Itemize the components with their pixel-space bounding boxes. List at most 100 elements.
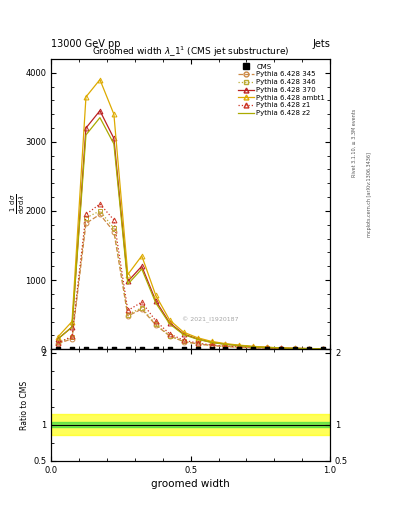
Point	[83, 345, 89, 353]
Pythia 6.428 370	[167, 320, 172, 326]
Pythia 6.428 z2	[293, 345, 298, 351]
Pythia 6.428 ambt1	[70, 318, 74, 325]
Pythia 6.428 z2	[237, 343, 242, 349]
Pythia 6.428 345	[279, 346, 284, 352]
Pythia 6.428 346	[307, 346, 312, 352]
Pythia 6.428 345	[140, 306, 144, 312]
Pythia 6.428 345	[153, 322, 158, 328]
Pythia 6.428 z1	[112, 217, 116, 223]
Pythia 6.428 346	[251, 345, 256, 351]
Pythia 6.428 z2	[167, 321, 172, 327]
Point	[55, 345, 61, 353]
Pythia 6.428 ambt1	[140, 253, 144, 259]
Text: © 2021_I1920187: © 2021_I1920187	[182, 317, 239, 323]
Pythia 6.428 345	[70, 336, 74, 342]
Pythia 6.428 345	[167, 333, 172, 339]
Pythia 6.428 345	[97, 211, 102, 218]
Pythia 6.428 346	[70, 334, 74, 340]
Pythia 6.428 z1	[153, 318, 158, 324]
Pythia 6.428 z1	[125, 307, 130, 313]
Pythia 6.428 346	[195, 341, 200, 347]
Pythia 6.428 ambt1	[153, 292, 158, 298]
Pythia 6.428 ambt1	[251, 344, 256, 350]
Pythia 6.428 370	[97, 108, 102, 114]
Pythia 6.428 370	[307, 346, 312, 352]
Pythia 6.428 z2	[181, 332, 186, 338]
Pythia 6.428 345	[195, 341, 200, 347]
Pythia 6.428 370	[237, 343, 242, 349]
Pythia 6.428 z1	[56, 340, 61, 346]
Pythia 6.428 ambt1	[125, 271, 130, 278]
Pythia 6.428 z2	[56, 336, 61, 342]
Title: Groomed width $\lambda\_1^1$ (CMS jet substructure): Groomed width $\lambda\_1^1$ (CMS jet su…	[92, 45, 289, 59]
Pythia 6.428 346	[265, 345, 270, 351]
Pythia 6.428 346	[153, 321, 158, 327]
Text: Jets: Jets	[312, 38, 330, 49]
Pythia 6.428 370	[251, 344, 256, 350]
Pythia 6.428 ambt1	[97, 76, 102, 82]
Pythia 6.428 z1	[181, 337, 186, 343]
Pythia 6.428 345	[293, 346, 298, 352]
Pythia 6.428 z1	[195, 340, 200, 346]
Pythia 6.428 z2	[307, 346, 312, 352]
Pythia 6.428 346	[140, 305, 144, 311]
Pythia 6.428 z1	[265, 345, 270, 351]
Line: Pythia 6.428 346: Pythia 6.428 346	[56, 208, 325, 351]
Line: Pythia 6.428 ambt1: Pythia 6.428 ambt1	[56, 77, 325, 351]
Pythia 6.428 z2	[195, 336, 200, 343]
Pythia 6.428 z2	[223, 342, 228, 348]
Bar	[51, 422, 330, 428]
Pythia 6.428 345	[251, 345, 256, 351]
Pythia 6.428 370	[181, 331, 186, 337]
Pythia 6.428 370	[195, 336, 200, 342]
Pythia 6.428 z1	[251, 345, 256, 351]
Pythia 6.428 z2	[251, 344, 256, 350]
Pythia 6.428 346	[84, 215, 88, 221]
Text: Rivet 3.1.10, ≥ 3.3M events: Rivet 3.1.10, ≥ 3.3M events	[352, 109, 357, 178]
Pythia 6.428 345	[181, 338, 186, 345]
Bar	[51, 414, 330, 435]
Pythia 6.428 345	[84, 220, 88, 226]
Point	[208, 345, 215, 353]
Pythia 6.428 346	[223, 344, 228, 350]
Line: Pythia 6.428 345: Pythia 6.428 345	[56, 212, 325, 351]
Point	[97, 345, 103, 353]
Pythia 6.428 ambt1	[237, 342, 242, 348]
Legend: CMS, Pythia 6.428 345, Pythia 6.428 346, Pythia 6.428 370, Pythia 6.428 ambt1, P: CMS, Pythia 6.428 345, Pythia 6.428 346,…	[237, 62, 327, 118]
Pythia 6.428 z1	[167, 331, 172, 337]
Pythia 6.428 346	[125, 311, 130, 317]
Pythia 6.428 370	[153, 297, 158, 304]
Pythia 6.428 346	[321, 346, 325, 352]
Line: Pythia 6.428 z1: Pythia 6.428 z1	[56, 202, 325, 351]
Line: Pythia 6.428 370: Pythia 6.428 370	[56, 108, 325, 351]
Pythia 6.428 z1	[321, 346, 325, 352]
Pythia 6.428 346	[167, 333, 172, 339]
Point	[139, 345, 145, 353]
X-axis label: groomed width: groomed width	[151, 479, 230, 489]
Point	[250, 345, 257, 353]
Line: Pythia 6.428 z2: Pythia 6.428 z2	[58, 118, 323, 349]
Pythia 6.428 z1	[223, 343, 228, 349]
Pythia 6.428 z1	[84, 211, 88, 218]
Pythia 6.428 ambt1	[279, 345, 284, 351]
Pythia 6.428 370	[125, 279, 130, 285]
Pythia 6.428 ambt1	[195, 335, 200, 341]
Pythia 6.428 z1	[140, 299, 144, 305]
Pythia 6.428 345	[56, 340, 61, 347]
Pythia 6.428 z2	[209, 339, 214, 346]
Pythia 6.428 346	[209, 343, 214, 349]
Pythia 6.428 346	[293, 346, 298, 352]
Text: $\frac{1}{\mathrm{d}\sigma}$$\frac{\mathrm{d}\sigma}{\mathrm{d}\lambda}$: $\frac{1}{\mathrm{d}\sigma}$$\frac{\math…	[9, 194, 27, 215]
Pythia 6.428 z1	[307, 346, 312, 352]
Point	[167, 345, 173, 353]
Pythia 6.428 z1	[209, 342, 214, 348]
Point	[292, 345, 298, 353]
Pythia 6.428 z2	[279, 345, 284, 351]
Pythia 6.428 346	[97, 208, 102, 214]
Pythia 6.428 z1	[293, 346, 298, 352]
Pythia 6.428 345	[307, 346, 312, 352]
Pythia 6.428 370	[279, 345, 284, 351]
Pythia 6.428 z1	[237, 344, 242, 350]
Pythia 6.428 345	[237, 344, 242, 350]
Pythia 6.428 z2	[70, 324, 74, 330]
